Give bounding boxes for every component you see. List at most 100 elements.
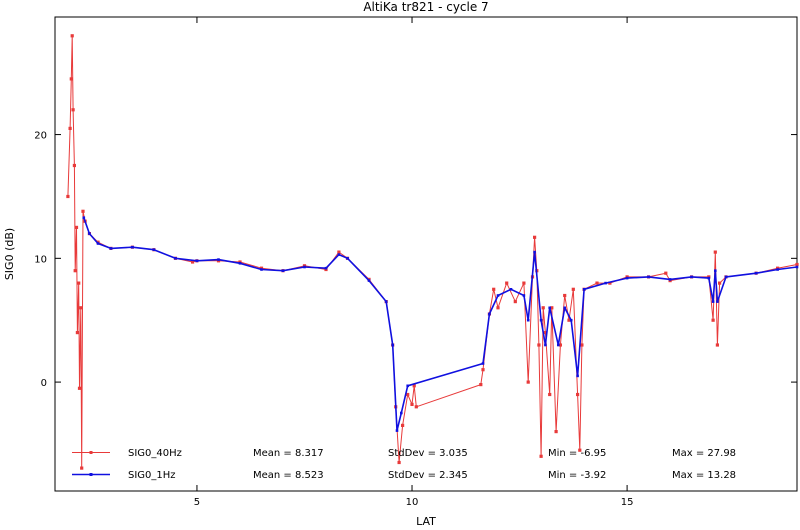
data-point-sig0-40hz: [73, 269, 77, 273]
data-point-sig0-40hz: [71, 108, 75, 112]
data-point-sig0-1hz: [496, 294, 500, 297]
data-point-sig0-40hz: [576, 392, 580, 397]
series-sig0-1hz: [82, 216, 799, 432]
data-point-sig0-1hz: [776, 268, 779, 271]
data-point-sig0-1hz: [88, 232, 91, 235]
data-point-sig0-1hz: [548, 306, 551, 310]
y-tick-label: 0: [41, 378, 47, 389]
data-point-sig0-40hz: [522, 281, 526, 285]
legend-min-sig0-1hz: Min = -3.92: [548, 470, 606, 481]
data-point-sig0-40hz: [412, 384, 416, 388]
x-tick-label: 10: [406, 497, 419, 508]
data-point-sig0-40hz: [496, 306, 500, 310]
legend-entry-sig0-1hz: SIG0_1Hz Mean = 8.523 StdDev = 2.345 Min…: [72, 470, 736, 481]
data-point-sig0-1hz: [795, 265, 799, 269]
data-point-sig0-40hz: [533, 235, 537, 239]
data-point-sig0-40hz: [401, 423, 405, 427]
data-point-sig0-40hz: [543, 331, 547, 335]
legend-label-sig0-1hz: SIG0_1Hz: [128, 470, 176, 481]
data-point-sig0-1hz: [406, 384, 409, 388]
legend-max-sig0-40hz: Max = 27.98: [672, 448, 736, 459]
data-point-sig0-1hz: [152, 248, 156, 251]
data-point-sig0-40hz: [713, 250, 717, 254]
data-point-sig0-40hz: [550, 306, 554, 310]
data-point-sig0-40hz: [414, 405, 418, 409]
y-tick-label: 20: [34, 131, 47, 142]
data-point-sig0-40hz: [72, 163, 76, 168]
data-point-sig0-40hz: [539, 454, 543, 458]
data-point-sig0-1hz: [714, 269, 717, 272]
data-point-sig0-40hz: [397, 460, 401, 465]
data-point-sig0-40hz: [558, 343, 562, 347]
data-point-sig0-1hz: [690, 275, 693, 279]
data-point-sig0-1hz: [195, 259, 199, 263]
data-point-sig0-40hz: [541, 306, 545, 310]
data-point-sig0-1hz: [533, 250, 536, 254]
data-point-sig0-1hz: [346, 257, 349, 260]
legend-marker-sig0-40hz: [89, 451, 93, 454]
data-point-sig0-40hz: [595, 281, 599, 285]
x-tick-label: 5: [194, 497, 200, 508]
data-point-sig0-1hz: [522, 294, 526, 297]
data-point-sig0-1hz: [337, 253, 341, 256]
data-point-sig0-1hz: [303, 265, 306, 269]
y-axis-label: SIG0 (dB): [3, 228, 16, 280]
data-point-sig0-40hz: [537, 343, 541, 347]
data-point-sig0-1hz: [716, 300, 719, 303]
data-point-sig0-40hz: [74, 225, 79, 229]
series-line-sig0-1hz: [83, 217, 798, 432]
data-point-sig0-40hz: [571, 287, 575, 291]
data-point-sig0-1hz: [174, 257, 177, 260]
data-point-sig0-40hz: [191, 260, 195, 264]
data-point-sig0-40hz: [563, 293, 567, 298]
data-point-sig0-1hz: [395, 429, 399, 432]
data-point-sig0-1hz: [707, 276, 711, 280]
chart-title: AltiKa tr821 - cycle 7: [363, 0, 488, 14]
data-point-sig0-1hz: [400, 411, 403, 415]
data-point-sig0-40hz: [69, 77, 73, 81]
data-point-sig0-1hz: [539, 318, 543, 322]
data-point-sig0-1hz: [625, 276, 629, 280]
data-point-sig0-40hz: [337, 250, 341, 254]
data-point-sig0-1hz: [576, 374, 579, 378]
data-point-sig0-40hz: [578, 448, 582, 452]
x-axis-label: LAT: [416, 515, 436, 528]
data-point-sig0-40hz: [580, 343, 584, 347]
series-layer: [66, 34, 799, 470]
data-point-sig0-40hz: [608, 281, 612, 285]
legend-min-sig0-40hz: Min = -6.95: [548, 448, 606, 459]
data-point-sig0-1hz: [563, 306, 566, 310]
data-point-sig0-40hz: [554, 430, 558, 434]
legend-stddev-sig0-1hz: StdDev = 2.345: [388, 470, 468, 481]
legend-mean-sig0-40hz: Mean = 8.317: [253, 448, 324, 459]
data-point-sig0-40hz: [513, 300, 517, 304]
legend-entry-sig0-40hz: SIG0_40Hz Mean = 8.317 StdDev = 3.035 Mi…: [72, 448, 736, 459]
data-point-sig0-40hz: [81, 209, 85, 213]
legend-max-sig0-1hz: Max = 13.28: [672, 470, 736, 481]
data-point-sig0-1hz: [384, 300, 388, 303]
data-point-sig0-40hz: [406, 392, 410, 397]
data-point-sig0-1hz: [557, 343, 560, 347]
data-point-sig0-40hz: [526, 380, 530, 384]
data-point-sig0-1hz: [604, 281, 607, 285]
plot-frame: [54, 16, 798, 492]
data-point-sig0-40hz: [664, 271, 668, 275]
data-point-sig0-1hz: [481, 362, 485, 365]
data-point-sig0-1hz: [488, 312, 491, 316]
data-point-sig0-1hz: [131, 245, 134, 249]
data-point-sig0-1hz: [569, 318, 573, 322]
legend-stddev-sig0-40hz: StdDev = 3.035: [388, 448, 468, 459]
y-tick-label: 10: [34, 254, 47, 265]
data-point-sig0-40hz: [795, 262, 799, 267]
data-point-sig0-40hz: [481, 368, 485, 372]
legend-label-sig0-40hz: SIG0_40Hz: [128, 448, 182, 459]
data-point-sig0-40hz: [80, 466, 84, 470]
data-point-sig0-40hz: [77, 281, 81, 285]
data-point-sig0-40hz: [68, 126, 72, 130]
series-sig0-40hz: [66, 34, 799, 470]
data-point-sig0-1hz: [509, 288, 513, 291]
data-point-sig0-1hz: [324, 266, 328, 270]
data-point-sig0-40hz: [718, 281, 722, 285]
data-point-sig0-40hz: [479, 383, 483, 387]
